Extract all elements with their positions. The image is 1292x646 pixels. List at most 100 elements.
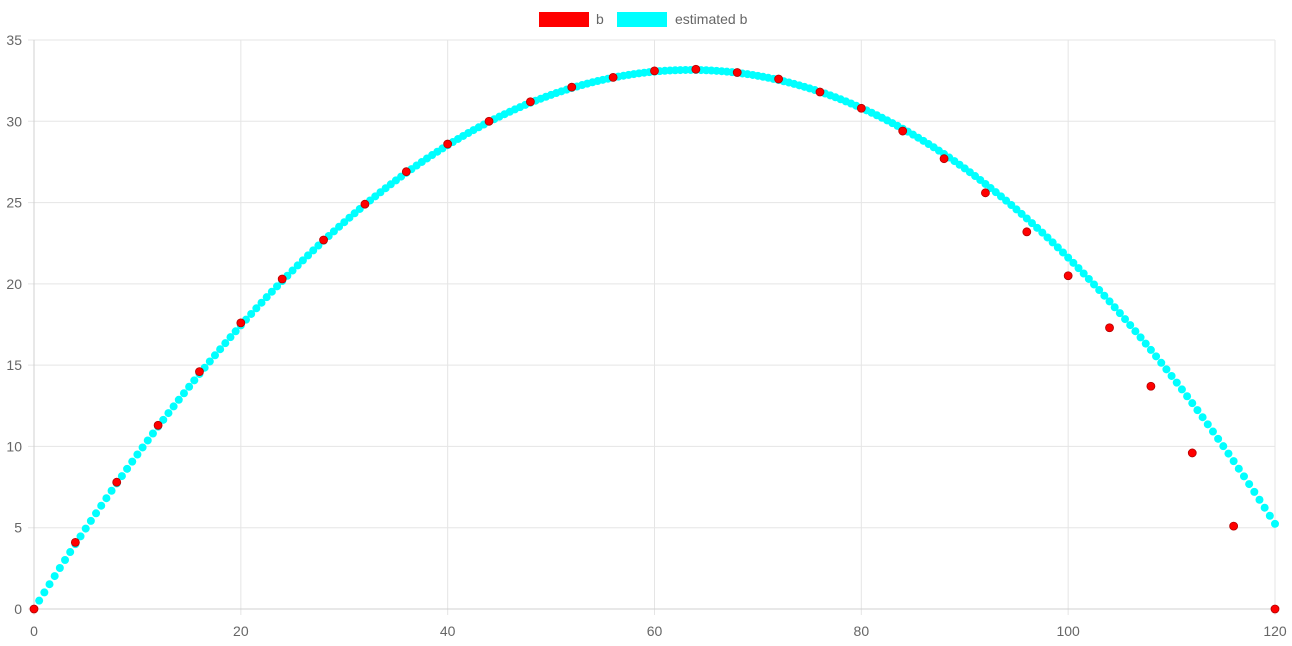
estimated-b-point xyxy=(298,256,307,265)
legend-label-b: b xyxy=(596,11,604,27)
b-point xyxy=(1229,521,1239,531)
estimated-b-point xyxy=(1162,365,1171,374)
b-point xyxy=(898,126,908,136)
estimated-b-point xyxy=(1053,243,1062,252)
b-point xyxy=(29,604,39,614)
b-point xyxy=(443,139,453,149)
estimated-b-point xyxy=(76,532,85,541)
b-point xyxy=(608,72,618,82)
y-tick-label: 20 xyxy=(6,276,22,292)
estimated-b-point xyxy=(1271,519,1279,528)
estimated-b-point xyxy=(35,596,44,605)
b-point xyxy=(277,274,287,284)
estimated-b-point xyxy=(1152,352,1161,361)
estimated-b-point xyxy=(40,588,49,597)
estimated-b-point xyxy=(247,309,256,318)
b-point xyxy=(567,82,577,92)
estimated-b-point xyxy=(257,298,266,307)
b-point xyxy=(939,154,949,164)
estimated-b-point xyxy=(61,556,70,565)
estimated-b-point xyxy=(1203,420,1212,429)
b-point xyxy=(112,477,122,487)
estimated-b-point xyxy=(1198,413,1207,422)
estimated-b-point xyxy=(231,327,240,336)
estimated-b-point xyxy=(273,282,282,291)
estimated-b-point xyxy=(1033,223,1042,232)
estimated-b-point xyxy=(252,304,261,313)
legend-item-estimated-b[interactable]: estimated b xyxy=(617,11,748,27)
estimated-b-point xyxy=(1136,333,1145,342)
estimated-b-point xyxy=(267,287,276,296)
y-tick-label: 5 xyxy=(14,520,22,536)
estimated-b-point xyxy=(304,251,313,260)
x-tick-label: 100 xyxy=(1056,623,1080,639)
estimated-b-point xyxy=(81,524,90,533)
b-point xyxy=(401,167,411,177)
estimated-b-point xyxy=(1058,248,1067,257)
y-tick-label: 0 xyxy=(14,601,22,617)
estimated-b-point xyxy=(1172,378,1181,387)
b-point xyxy=(236,318,246,328)
b-point xyxy=(153,420,163,430)
y-tick-label: 15 xyxy=(6,357,22,373)
estimated-b-point xyxy=(123,464,132,473)
y-tick-label: 35 xyxy=(6,32,22,48)
estimated-b-point xyxy=(1126,321,1135,330)
estimated-b-point xyxy=(314,241,323,250)
estimated-b-point xyxy=(1090,280,1099,289)
estimated-b-point xyxy=(92,509,101,518)
b-point xyxy=(526,97,535,107)
legend-item-b[interactable]: b xyxy=(539,11,604,27)
estimated-b-point xyxy=(185,382,194,391)
b-point xyxy=(815,87,825,97)
b-point xyxy=(856,103,866,113)
estimated-b-point xyxy=(1167,371,1176,380)
estimated-b-point xyxy=(159,415,168,424)
estimated-b-point xyxy=(1245,480,1254,489)
x-tick-label: 80 xyxy=(854,623,870,639)
estimated-b-point xyxy=(293,261,302,270)
x-tick-label: 0 xyxy=(30,623,38,639)
estimated-b-point xyxy=(1265,511,1274,520)
estimated-b-point xyxy=(133,450,142,459)
b-point xyxy=(732,68,742,77)
legend-swatch-estimated-b xyxy=(617,12,667,27)
estimated-b-point xyxy=(1064,253,1073,262)
b-point xyxy=(981,188,990,198)
estimated-b-point xyxy=(1193,406,1202,415)
grid xyxy=(28,39,1276,615)
estimated-b-point xyxy=(1131,327,1140,336)
b-point xyxy=(774,74,783,84)
estimated-b-point xyxy=(45,580,54,589)
series-b xyxy=(29,64,1280,614)
estimated-b-point xyxy=(1043,233,1052,242)
estimated-b-point xyxy=(340,218,349,227)
estimated-b-point xyxy=(164,409,173,418)
estimated-b-point xyxy=(1183,392,1192,401)
estimated-b-point xyxy=(138,443,147,452)
estimated-b-point xyxy=(1239,472,1248,481)
b-point xyxy=(195,367,204,377)
estimated-b-point xyxy=(1260,503,1269,512)
estimated-b-point xyxy=(1038,228,1047,237)
estimated-b-point xyxy=(179,389,188,398)
estimated-b-point xyxy=(1229,457,1238,466)
estimated-b-point xyxy=(1177,385,1186,394)
legend-label-estimated-b: estimated b xyxy=(675,11,748,27)
estimated-b-point xyxy=(1105,297,1114,306)
estimated-b-point xyxy=(1095,286,1104,295)
b-point xyxy=(70,537,80,547)
estimated-b-point xyxy=(1146,345,1155,354)
estimated-b-point xyxy=(1069,258,1078,267)
b-point xyxy=(1187,448,1197,458)
estimated-b-point xyxy=(117,472,126,481)
b-point xyxy=(1270,604,1280,614)
estimated-b-point xyxy=(1188,399,1197,408)
estimated-b-point xyxy=(1234,464,1243,473)
estimated-b-point xyxy=(1219,442,1228,451)
estimated-b-point xyxy=(66,548,75,557)
estimated-b-point xyxy=(174,395,183,404)
estimated-b-point xyxy=(1141,339,1150,348)
b-point xyxy=(1063,271,1073,281)
